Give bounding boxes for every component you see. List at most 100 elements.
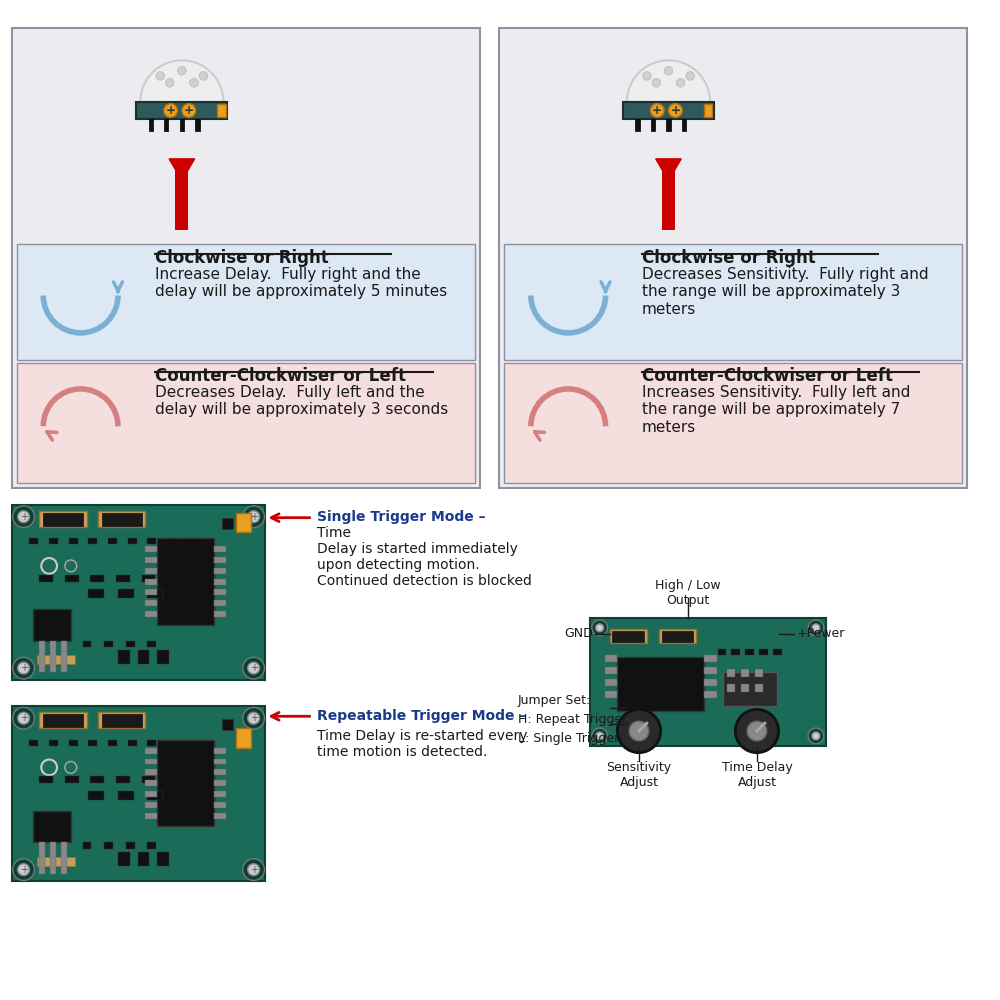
- Circle shape: [248, 511, 260, 523]
- Bar: [157, 538, 214, 625]
- Bar: [704, 655, 717, 662]
- Bar: [88, 589, 104, 598]
- Circle shape: [812, 624, 820, 632]
- Bar: [217, 104, 226, 117]
- Bar: [214, 802, 226, 808]
- Bar: [145, 791, 157, 797]
- Circle shape: [13, 859, 34, 880]
- Bar: [126, 842, 135, 849]
- Bar: [65, 776, 79, 783]
- Circle shape: [190, 79, 198, 87]
- Bar: [102, 513, 142, 526]
- Circle shape: [65, 761, 77, 773]
- Bar: [157, 740, 214, 826]
- Bar: [147, 589, 163, 598]
- Bar: [723, 672, 777, 706]
- Text: Decreases Sensitivity.  Fully right and
the range will be approximately 3
meters: Decreases Sensitivity. Fully right and t…: [642, 267, 929, 317]
- Bar: [145, 568, 157, 574]
- Bar: [50, 641, 56, 672]
- Bar: [605, 667, 617, 674]
- Bar: [104, 842, 113, 849]
- Bar: [145, 546, 157, 552]
- Circle shape: [41, 760, 57, 775]
- Circle shape: [668, 104, 682, 117]
- Bar: [214, 769, 226, 775]
- Bar: [214, 813, 226, 819]
- Bar: [61, 641, 67, 672]
- Bar: [741, 684, 749, 692]
- Circle shape: [243, 506, 264, 528]
- Text: +: +: [166, 104, 176, 117]
- Bar: [610, 629, 647, 643]
- Bar: [49, 740, 58, 746]
- Bar: [704, 104, 712, 117]
- Bar: [138, 852, 149, 866]
- Bar: [214, 568, 226, 574]
- Bar: [704, 691, 717, 698]
- Bar: [116, 776, 130, 783]
- Bar: [37, 857, 75, 866]
- Circle shape: [243, 707, 264, 729]
- Circle shape: [643, 72, 651, 80]
- Circle shape: [596, 732, 604, 740]
- Circle shape: [676, 79, 685, 87]
- Bar: [741, 669, 749, 677]
- Circle shape: [664, 66, 673, 75]
- Bar: [50, 842, 56, 874]
- Bar: [12, 505, 265, 680]
- Circle shape: [243, 657, 264, 679]
- Bar: [145, 769, 157, 775]
- Circle shape: [808, 728, 824, 744]
- Bar: [145, 579, 157, 585]
- Text: Increases Sensitivity.  Fully left and
the range will be approximately 7
meters: Increases Sensitivity. Fully left and th…: [642, 385, 910, 435]
- Text: +: +: [670, 104, 680, 117]
- Bar: [187, 538, 196, 544]
- Bar: [214, 611, 226, 617]
- Bar: [605, 655, 617, 662]
- Circle shape: [650, 104, 664, 117]
- Bar: [167, 538, 176, 544]
- Bar: [147, 791, 163, 800]
- Bar: [12, 706, 265, 881]
- Text: +: +: [184, 104, 194, 117]
- Bar: [49, 538, 58, 544]
- Wedge shape: [140, 60, 223, 102]
- Bar: [147, 842, 156, 849]
- Circle shape: [248, 712, 260, 724]
- Bar: [612, 631, 644, 642]
- Bar: [659, 629, 696, 643]
- Bar: [727, 669, 735, 677]
- Bar: [147, 641, 156, 647]
- Bar: [666, 119, 671, 131]
- Bar: [214, 780, 226, 786]
- Bar: [662, 631, 693, 642]
- Bar: [635, 119, 640, 131]
- Bar: [98, 511, 145, 527]
- Bar: [214, 759, 226, 764]
- Bar: [214, 589, 226, 595]
- Bar: [90, 575, 104, 582]
- Bar: [623, 102, 714, 119]
- Bar: [39, 712, 87, 728]
- Bar: [17, 244, 475, 360]
- Bar: [504, 363, 962, 483]
- Circle shape: [629, 721, 649, 741]
- Circle shape: [18, 712, 29, 724]
- Bar: [214, 546, 226, 552]
- Bar: [88, 740, 97, 746]
- Bar: [682, 119, 686, 131]
- Bar: [29, 740, 38, 746]
- Bar: [118, 852, 130, 866]
- Bar: [69, 538, 78, 544]
- Circle shape: [18, 662, 29, 674]
- Bar: [102, 714, 142, 727]
- Bar: [145, 780, 157, 786]
- Bar: [88, 538, 97, 544]
- Text: Repeatable Trigger Mode –: Repeatable Trigger Mode –: [317, 709, 526, 723]
- Bar: [149, 119, 153, 131]
- Bar: [195, 119, 200, 131]
- Bar: [236, 728, 251, 748]
- Bar: [164, 119, 168, 131]
- Bar: [118, 589, 134, 598]
- Circle shape: [178, 66, 186, 75]
